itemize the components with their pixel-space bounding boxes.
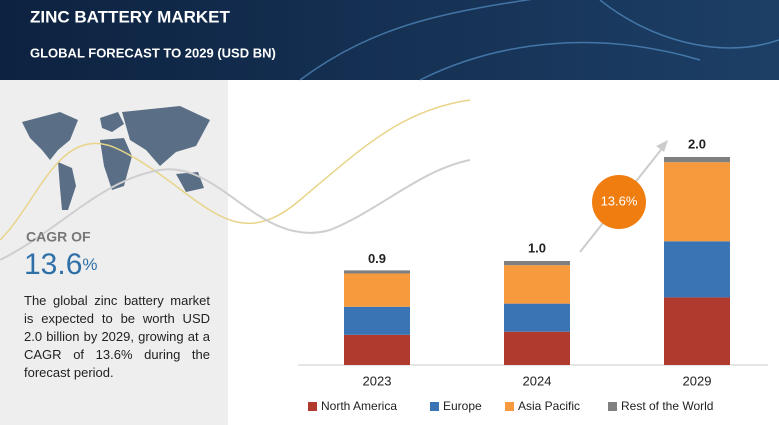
total-label: 0.9 (368, 251, 386, 266)
decor-curve (0, 159, 471, 261)
legend-label: Rest of the World (621, 399, 713, 413)
cagr-label: CAGR OF (26, 229, 91, 245)
bar-segment (344, 306, 410, 335)
legend-label: Asia Pacific (518, 399, 580, 413)
x-tick-label: 2023 (363, 373, 392, 388)
bar-segment (344, 273, 410, 307)
bar-segment (504, 261, 570, 266)
bar-segment (664, 241, 730, 298)
world-map (22, 106, 210, 210)
x-tick-label: 2029 (683, 373, 712, 388)
description: The global zinc battery market is expect… (24, 293, 210, 380)
cagr-badge (592, 175, 646, 229)
legend-swatch (430, 402, 439, 411)
total-label: 1.0 (528, 240, 546, 255)
bar-segment (344, 334, 410, 365)
bar-segment (664, 297, 730, 365)
total-label: 2.0 (688, 136, 706, 151)
bar-segment (344, 270, 410, 274)
bar-segment (664, 162, 730, 242)
legend-swatch (505, 402, 514, 411)
legend-label: Europe (443, 399, 482, 413)
title: ZINC BATTERY MARKET (30, 7, 231, 26)
bar-segment (664, 157, 730, 163)
cagr-value: 13.6% (24, 248, 98, 281)
header-decoration (299, 0, 779, 81)
legend-label: North America (321, 399, 397, 413)
cagr-badge-text: 13.6% (601, 193, 638, 208)
legend-swatch (308, 402, 317, 411)
subtitle: GLOBAL FORECAST TO 2029 (USD BN) (30, 45, 276, 60)
header-band (0, 0, 779, 80)
x-tick-label: 2024 (523, 373, 552, 388)
bar-segment (504, 265, 570, 304)
bar-segment (504, 331, 570, 365)
legend-swatch (608, 402, 617, 411)
decor-curve (0, 99, 471, 241)
bar-segment (504, 303, 570, 332)
arrow-head (656, 140, 668, 152)
